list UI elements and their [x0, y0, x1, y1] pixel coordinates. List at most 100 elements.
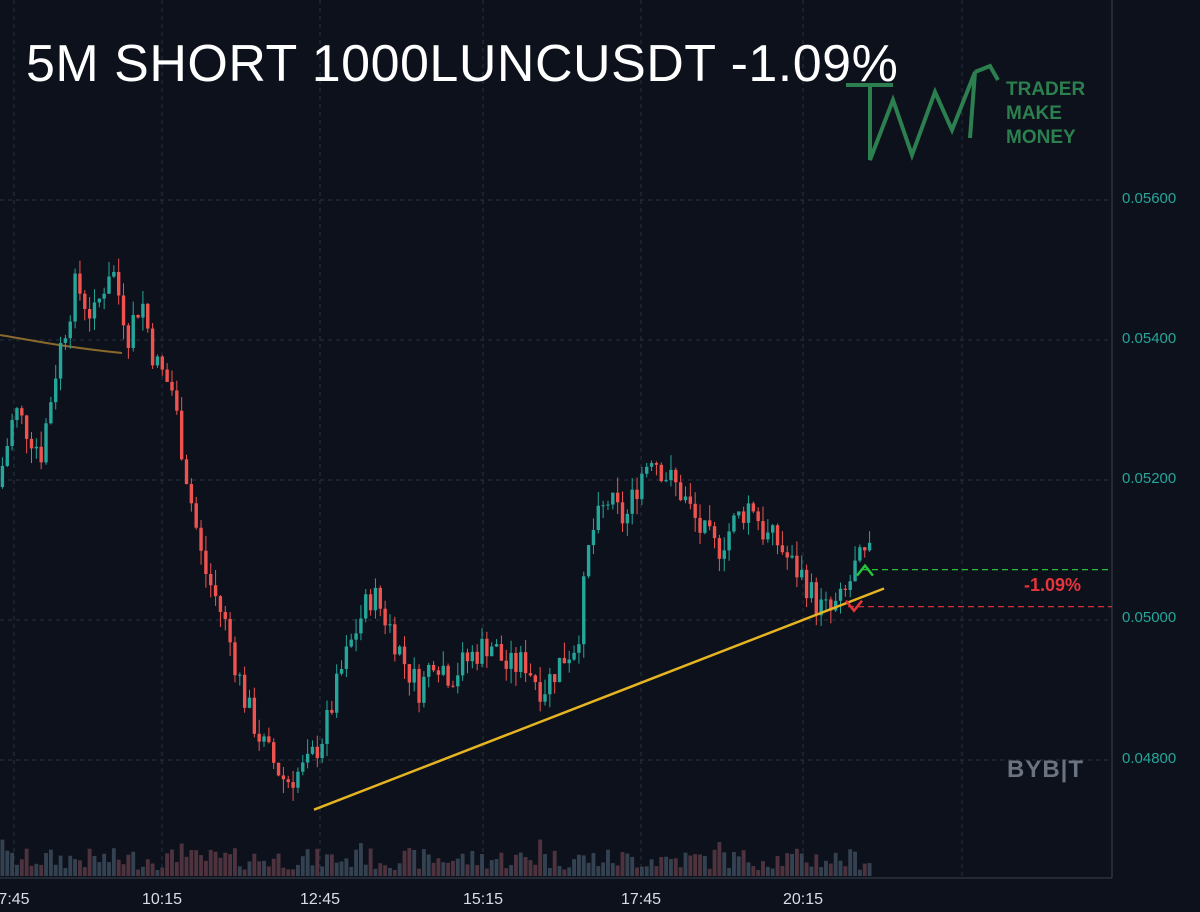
candle — [272, 738, 276, 770]
candle — [732, 512, 736, 534]
volume-bar — [291, 869, 296, 876]
volume-bar — [242, 869, 247, 876]
volume-bar — [533, 864, 538, 876]
volume-bar — [276, 853, 281, 876]
volume-bar — [528, 860, 533, 876]
candle — [417, 664, 421, 713]
volume-bar — [586, 862, 591, 876]
candle-body — [310, 746, 315, 754]
candle-body — [359, 618, 363, 634]
candle-body — [659, 464, 663, 482]
candle — [596, 491, 600, 534]
candle — [223, 605, 227, 631]
candle — [766, 519, 770, 543]
candle-body — [175, 390, 179, 411]
volume-bar — [53, 864, 58, 876]
candle-body — [436, 670, 441, 675]
volume-bar — [310, 865, 315, 876]
volume-bar — [717, 842, 722, 876]
volume-bar — [58, 855, 63, 876]
candle — [412, 657, 416, 692]
candle-body — [83, 293, 87, 309]
candle-body — [15, 408, 19, 421]
volume-bar — [165, 853, 170, 876]
candle — [625, 509, 630, 536]
volume-bar — [838, 860, 843, 876]
candle-body — [63, 338, 68, 343]
volume-bar — [639, 866, 644, 876]
candle — [5, 438, 9, 468]
volume-bar — [431, 862, 436, 876]
candle-body — [611, 492, 615, 505]
candle — [160, 355, 164, 376]
candle-body — [92, 302, 97, 319]
candle-body — [242, 674, 247, 708]
candle-body — [630, 489, 634, 514]
volume-bar — [572, 859, 577, 876]
volume-bar — [857, 869, 862, 876]
candle — [751, 501, 756, 514]
candle-body — [795, 555, 799, 578]
candle-body — [146, 303, 150, 329]
candle — [465, 648, 470, 674]
volume-bar — [552, 850, 557, 876]
candle — [843, 584, 848, 597]
candle-body — [732, 515, 736, 532]
candle — [397, 645, 402, 656]
candle-body — [838, 588, 843, 601]
candle-body — [296, 771, 300, 788]
candle-body — [708, 520, 712, 527]
volume-bar — [698, 854, 702, 876]
candle — [10, 413, 14, 451]
candle — [528, 663, 533, 677]
volume-bar — [455, 858, 460, 876]
volume-bar — [305, 849, 310, 876]
volume-bar — [29, 865, 34, 876]
candle-body — [770, 525, 775, 533]
candle — [485, 631, 489, 668]
candle — [252, 687, 257, 738]
candle — [824, 591, 828, 612]
candle — [480, 628, 484, 667]
candle-body — [693, 503, 697, 518]
candle — [107, 261, 111, 294]
volume-bars — [0, 839, 872, 876]
candle — [102, 287, 106, 310]
candle-body — [87, 308, 92, 319]
candle-body — [577, 644, 581, 653]
candle-body — [286, 779, 290, 783]
chevron-down-icon — [845, 599, 863, 613]
candle — [364, 588, 368, 623]
volume-bar — [601, 862, 606, 876]
volume-bar — [610, 863, 615, 876]
candle-body — [664, 480, 668, 482]
volume-bar — [170, 849, 174, 876]
candle — [795, 541, 799, 588]
candle-body — [606, 504, 610, 506]
candle — [83, 290, 87, 321]
x-tick-label: 10:15 — [141, 891, 183, 908]
candle-body — [766, 532, 770, 540]
volume-bar — [392, 869, 397, 876]
candle-body — [431, 664, 436, 671]
logo-line: TRADER — [1006, 79, 1086, 100]
volume-bar — [397, 863, 402, 876]
candle — [533, 674, 538, 691]
volume-bar — [63, 868, 68, 876]
candle — [92, 289, 97, 330]
candle — [330, 700, 334, 715]
candle-body — [223, 611, 227, 619]
volume-bar — [373, 868, 378, 876]
volume-bar — [722, 852, 727, 876]
candle-body — [150, 328, 155, 366]
candle-body — [218, 596, 223, 612]
candle-body — [393, 624, 397, 655]
volume-bar — [131, 851, 136, 876]
candle-body — [378, 587, 382, 609]
candle-body — [184, 459, 189, 485]
logo-text: TRADER MAKE MONEY — [1006, 78, 1085, 150]
candle-body — [5, 446, 9, 466]
candle — [456, 662, 460, 694]
volume-bar — [518, 852, 523, 876]
candle — [87, 297, 92, 332]
